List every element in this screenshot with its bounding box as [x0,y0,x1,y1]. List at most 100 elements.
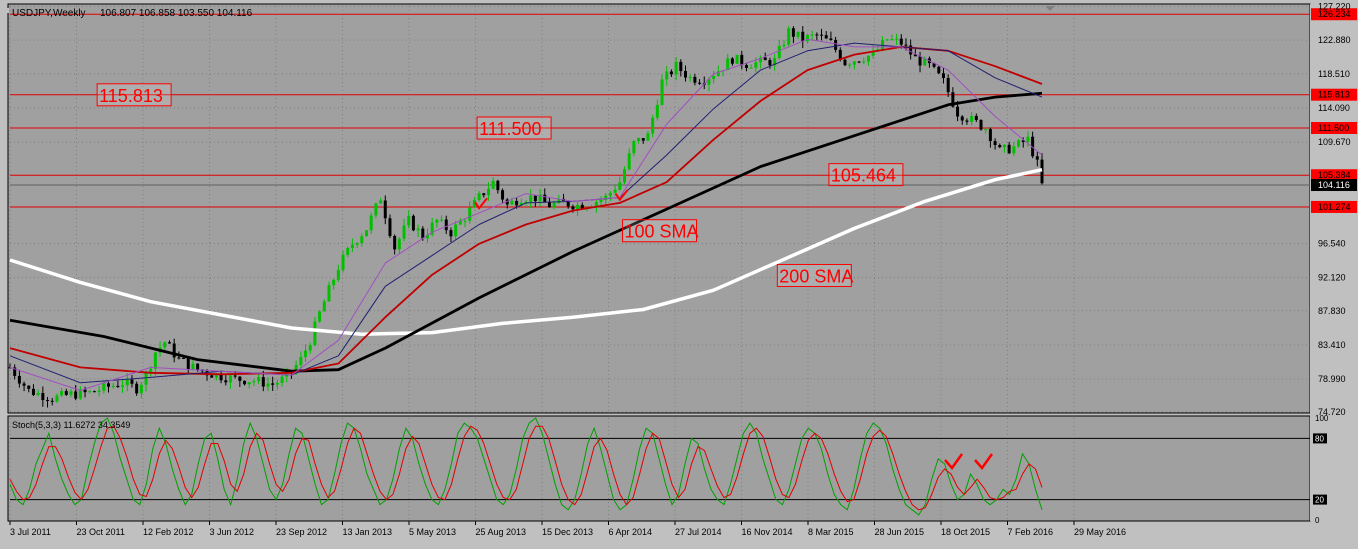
candle-body [421,228,425,239]
candle-body [881,39,885,50]
candle-body [1012,146,1016,154]
candle-body [838,49,842,60]
annotation-price-label: 100 SMA [625,222,699,242]
candle-body [17,375,21,384]
level-price-tag [1311,200,1357,213]
candle-body [909,45,913,55]
candle-body [1002,144,1006,148]
candle-body [458,220,462,225]
level-price-label: 115.813 [1318,90,1350,100]
current-price-tag [1311,179,1357,192]
candle-body [599,199,603,203]
candle-body [993,141,997,145]
candle-body [519,202,523,206]
candle-body [496,180,500,191]
annotation-box [776,263,852,287]
candle-body [36,392,40,395]
candle-body [379,200,383,204]
candle-body [440,219,444,221]
candle-body [210,375,214,378]
candle-body [885,39,889,41]
chart-header-icon [4,8,9,13]
candle-body [566,200,570,207]
x-tick-label: 7 Feb 2016 [1008,527,1054,537]
candle-body [679,61,683,72]
y-tick-label: 122.880 [1318,35,1351,45]
candle-body [688,76,692,78]
price-scale[interactable] [1310,4,1358,521]
stochastic-header: Stoch(5,3,3) 11.6272 34.3549 [12,420,130,430]
stoch-level-tag [1313,433,1327,444]
candle-body [355,243,359,245]
candle-body [46,400,50,402]
candle-body [777,45,781,59]
candle-body [740,54,744,66]
candle-body [754,62,758,68]
candle-body [27,385,31,389]
candle-body [538,194,542,202]
candle-body [22,383,26,386]
level-price-tag [1311,8,1357,21]
stochastic-subwindow[interactable] [7,415,1311,522]
main-chart-area[interactable] [7,3,1311,414]
checkmark-icon [974,453,994,471]
x-tick-label: 6 Apr 2014 [609,527,653,537]
candle-body [280,376,284,383]
candle-body [163,342,167,348]
x-tick-label: 18 Oct 2015 [941,527,990,537]
candle-body [627,153,631,170]
ma-line-violet_ma [9,38,1043,391]
candle-body [435,219,439,223]
candle-body [759,57,763,63]
candle-body [791,28,795,37]
candle-body [941,73,945,78]
candle-body [805,35,809,42]
candle-body [430,222,434,235]
candle-body [580,204,584,209]
candle-body [167,342,171,344]
candle-body [407,215,411,226]
level-price-label: 101.274 [1318,202,1351,212]
candle-body [50,400,54,402]
candle-body [956,106,960,117]
level-price-tag [1311,122,1357,135]
candle-body [744,65,748,69]
candle-body [482,193,486,196]
candle-body [716,71,720,76]
candle-body [998,144,1002,148]
candle-body [449,230,453,237]
candle-body [360,236,364,244]
candle-body [918,56,922,66]
stoch-line-stoch_main [9,417,1043,516]
candle-body [730,58,734,64]
y-tick-label: 78.990 [1318,374,1346,384]
candle-body [820,34,824,36]
price-axis-labels: 127.220 122.880 118.510 114.090 109.670 96.54… [1318,2,1351,417]
candle-body [397,238,401,250]
candle-body [350,244,354,248]
chart-shift-marker-icon[interactable] [1045,6,1055,11]
candle-body [810,34,814,36]
checkmark-icon [474,197,488,210]
candle-body [815,34,819,36]
annotation-price-label: 111.500 [479,119,541,139]
level-price-tag [1311,88,1357,101]
candle-body [55,395,59,402]
candle-body [172,343,176,358]
checkmark-icon [614,189,629,202]
candle-body [69,391,73,395]
candle-body [1021,140,1025,143]
candle-body [318,311,322,322]
candle-body [712,75,716,79]
candle-body [683,71,687,78]
candle-body [97,390,101,392]
candle-body [313,321,317,346]
candle-body [852,61,856,65]
candle-body [116,385,120,387]
x-tick-label: 25 Aug 2013 [476,527,527,537]
candle-body [92,391,96,393]
x-tick-label: 3 Jun 2012 [210,527,255,537]
x-tick-label: 23 Oct 2011 [77,527,125,537]
